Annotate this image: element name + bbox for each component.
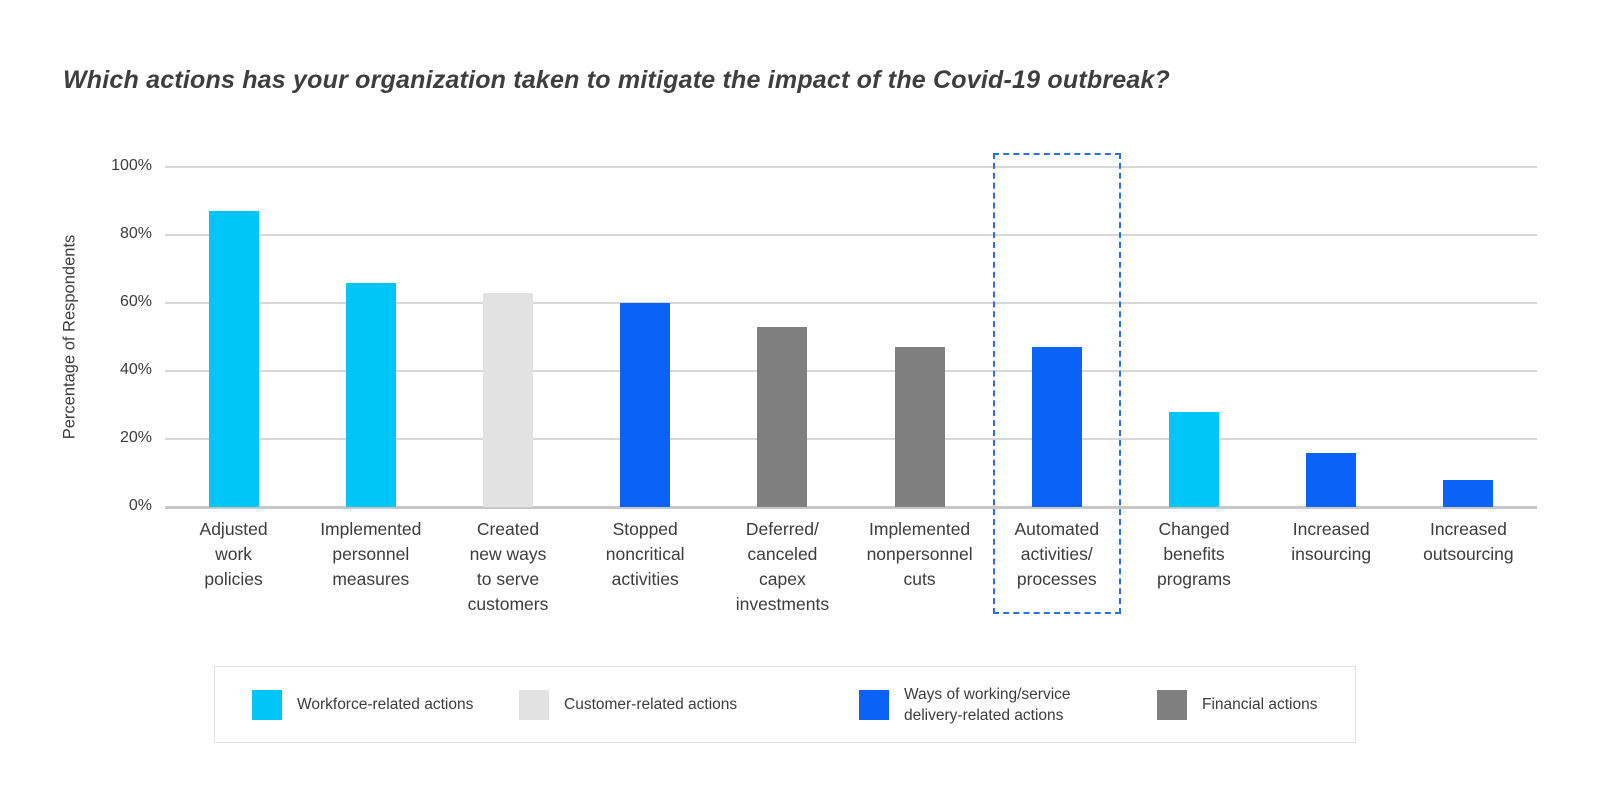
- bar-automated-activities-processes: [1031, 347, 1082, 507]
- legend-swatch-workforce: [252, 689, 282, 720]
- chart-title: Which actions has your organization take…: [63, 66, 1171, 94]
- bar-implemented-personnel-measures: [345, 282, 396, 507]
- x-category-label: Increased outsourcing: [1423, 519, 1514, 564]
- x-category-label: Deferred/ canceled capex investments: [735, 519, 830, 614]
- y-tick-label-80: 80%: [119, 225, 152, 242]
- bar-created-new-ways-to-serve-customers: [483, 292, 533, 507]
- bar-implemented-nonpersonnel-cuts: [894, 347, 945, 507]
- y-tick-label-40: 40%: [119, 361, 152, 378]
- highlight-dashed-box: [992, 153, 1121, 614]
- gridline-80: [165, 234, 1537, 236]
- x-category-label: Implemented personnel measures: [320, 519, 422, 589]
- x-category-label: Automated activities/ processes: [1014, 519, 1100, 589]
- y-tick-label-60: 60%: [119, 293, 152, 310]
- x-category-label: Changed benefits programs: [1157, 519, 1231, 589]
- legend-label-workforce: Workforce-related actions: [297, 696, 474, 713]
- legend-swatch-customer: [519, 689, 549, 720]
- gridline-0: [165, 506, 1537, 509]
- legend-label-financial: Financial actions: [1202, 696, 1318, 713]
- gridline-100: [165, 166, 1537, 168]
- x-category-label: Implemented nonpersonnel cuts: [866, 519, 973, 589]
- y-tick-label-20: 20%: [119, 429, 152, 446]
- gridline-60: [165, 302, 1537, 304]
- legend-label-ways: Ways of working/service delivery-related…: [904, 685, 1071, 724]
- legend-swatch-ways: [859, 689, 889, 720]
- bar-changed-benefits-programs: [1169, 411, 1219, 507]
- x-category-label: Adjusted work policies: [199, 519, 268, 589]
- bar-increased-outsourcing: [1443, 479, 1494, 507]
- bar-stopped-noncritical-activities: [620, 303, 671, 507]
- legend: Workforce-related actions Customer-relate…: [214, 666, 1356, 743]
- x-category-label: Created new ways to serve customers: [467, 519, 549, 614]
- y-tick-label-100: 100%: [111, 157, 152, 174]
- gridline-40: [165, 370, 1537, 372]
- bar-adjusted-work-policies: [208, 211, 259, 507]
- legend-item-ways: Ways of working/service delivery-related…: [859, 667, 1071, 742]
- x-category-label: Increased insourcing: [1291, 519, 1372, 564]
- legend-swatch-financial: [1157, 689, 1187, 720]
- bar-increased-insourcing: [1306, 452, 1357, 507]
- legend-item-financial: Financial actions: [1157, 667, 1317, 742]
- legend-item-customer: Customer-related actions: [519, 667, 737, 742]
- gridline-20: [165, 438, 1537, 440]
- bar-deferred-canceled-capex-investments: [757, 326, 808, 507]
- legend-label-customer: Customer-related actions: [564, 696, 738, 713]
- y-tick-label-0: 0%: [128, 497, 152, 514]
- legend-item-workforce: Workforce-related actions: [252, 667, 473, 742]
- y-axis-label: Percentage of Respondents: [60, 234, 79, 440]
- x-category-label: Stopped noncritical activities: [605, 519, 685, 589]
